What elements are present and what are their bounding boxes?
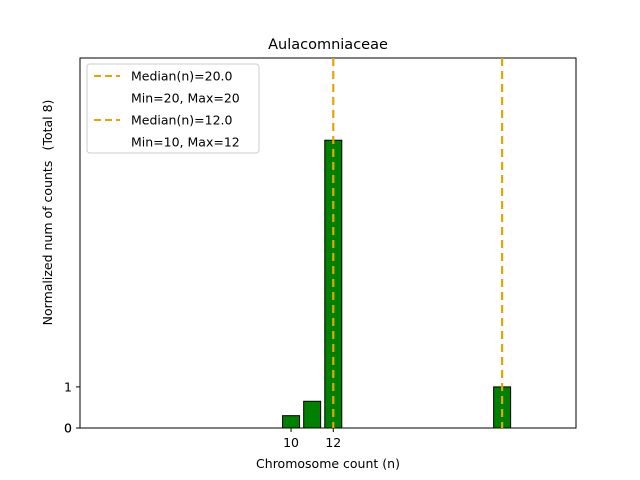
y-tick-label-2: 1 bbox=[64, 379, 72, 394]
y-axis-ticks: 001 bbox=[64, 379, 80, 436]
x-tick-label-0: 10 bbox=[283, 435, 299, 450]
y-axis-total-label: (Total 8) bbox=[40, 100, 55, 151]
y-axis-label: Normalized num of counts bbox=[40, 161, 55, 326]
y-axis-total-group: (Total 8) bbox=[40, 100, 55, 151]
y-tick-label-1: 0 bbox=[64, 421, 72, 436]
chart-title: Aulacomniaceae bbox=[268, 37, 388, 53]
bar-3 bbox=[493, 386, 512, 429]
x-axis-ticks: 10 12 bbox=[283, 428, 341, 450]
bar-0 bbox=[282, 415, 301, 429]
x-axis-label: Chromosome count (n) bbox=[256, 456, 400, 471]
y-tick-label-0: 0 bbox=[64, 421, 72, 436]
median-lines-group bbox=[332, 58, 504, 428]
legend-median-12-label: Median(n)=12.0 bbox=[131, 113, 232, 128]
x-tick-label-1: 12 bbox=[325, 435, 341, 450]
legend-median-20-label: Median(n)=20.0 bbox=[131, 69, 232, 84]
bars-group bbox=[282, 139, 512, 429]
legend-median-20-detail: Min=20, Max=20 bbox=[131, 91, 240, 106]
plot-area: 10 12 001 bbox=[64, 57, 577, 450]
legend-median-12-detail: Min=10, Max=12 bbox=[131, 135, 240, 150]
y-axis-label-group: Normalized num of counts bbox=[40, 161, 55, 326]
legend-box bbox=[86, 63, 260, 154]
legend: Median(n)=20.0 Min=20, Max=20 Median(n)=… bbox=[86, 63, 260, 154]
bar-1 bbox=[303, 400, 322, 429]
